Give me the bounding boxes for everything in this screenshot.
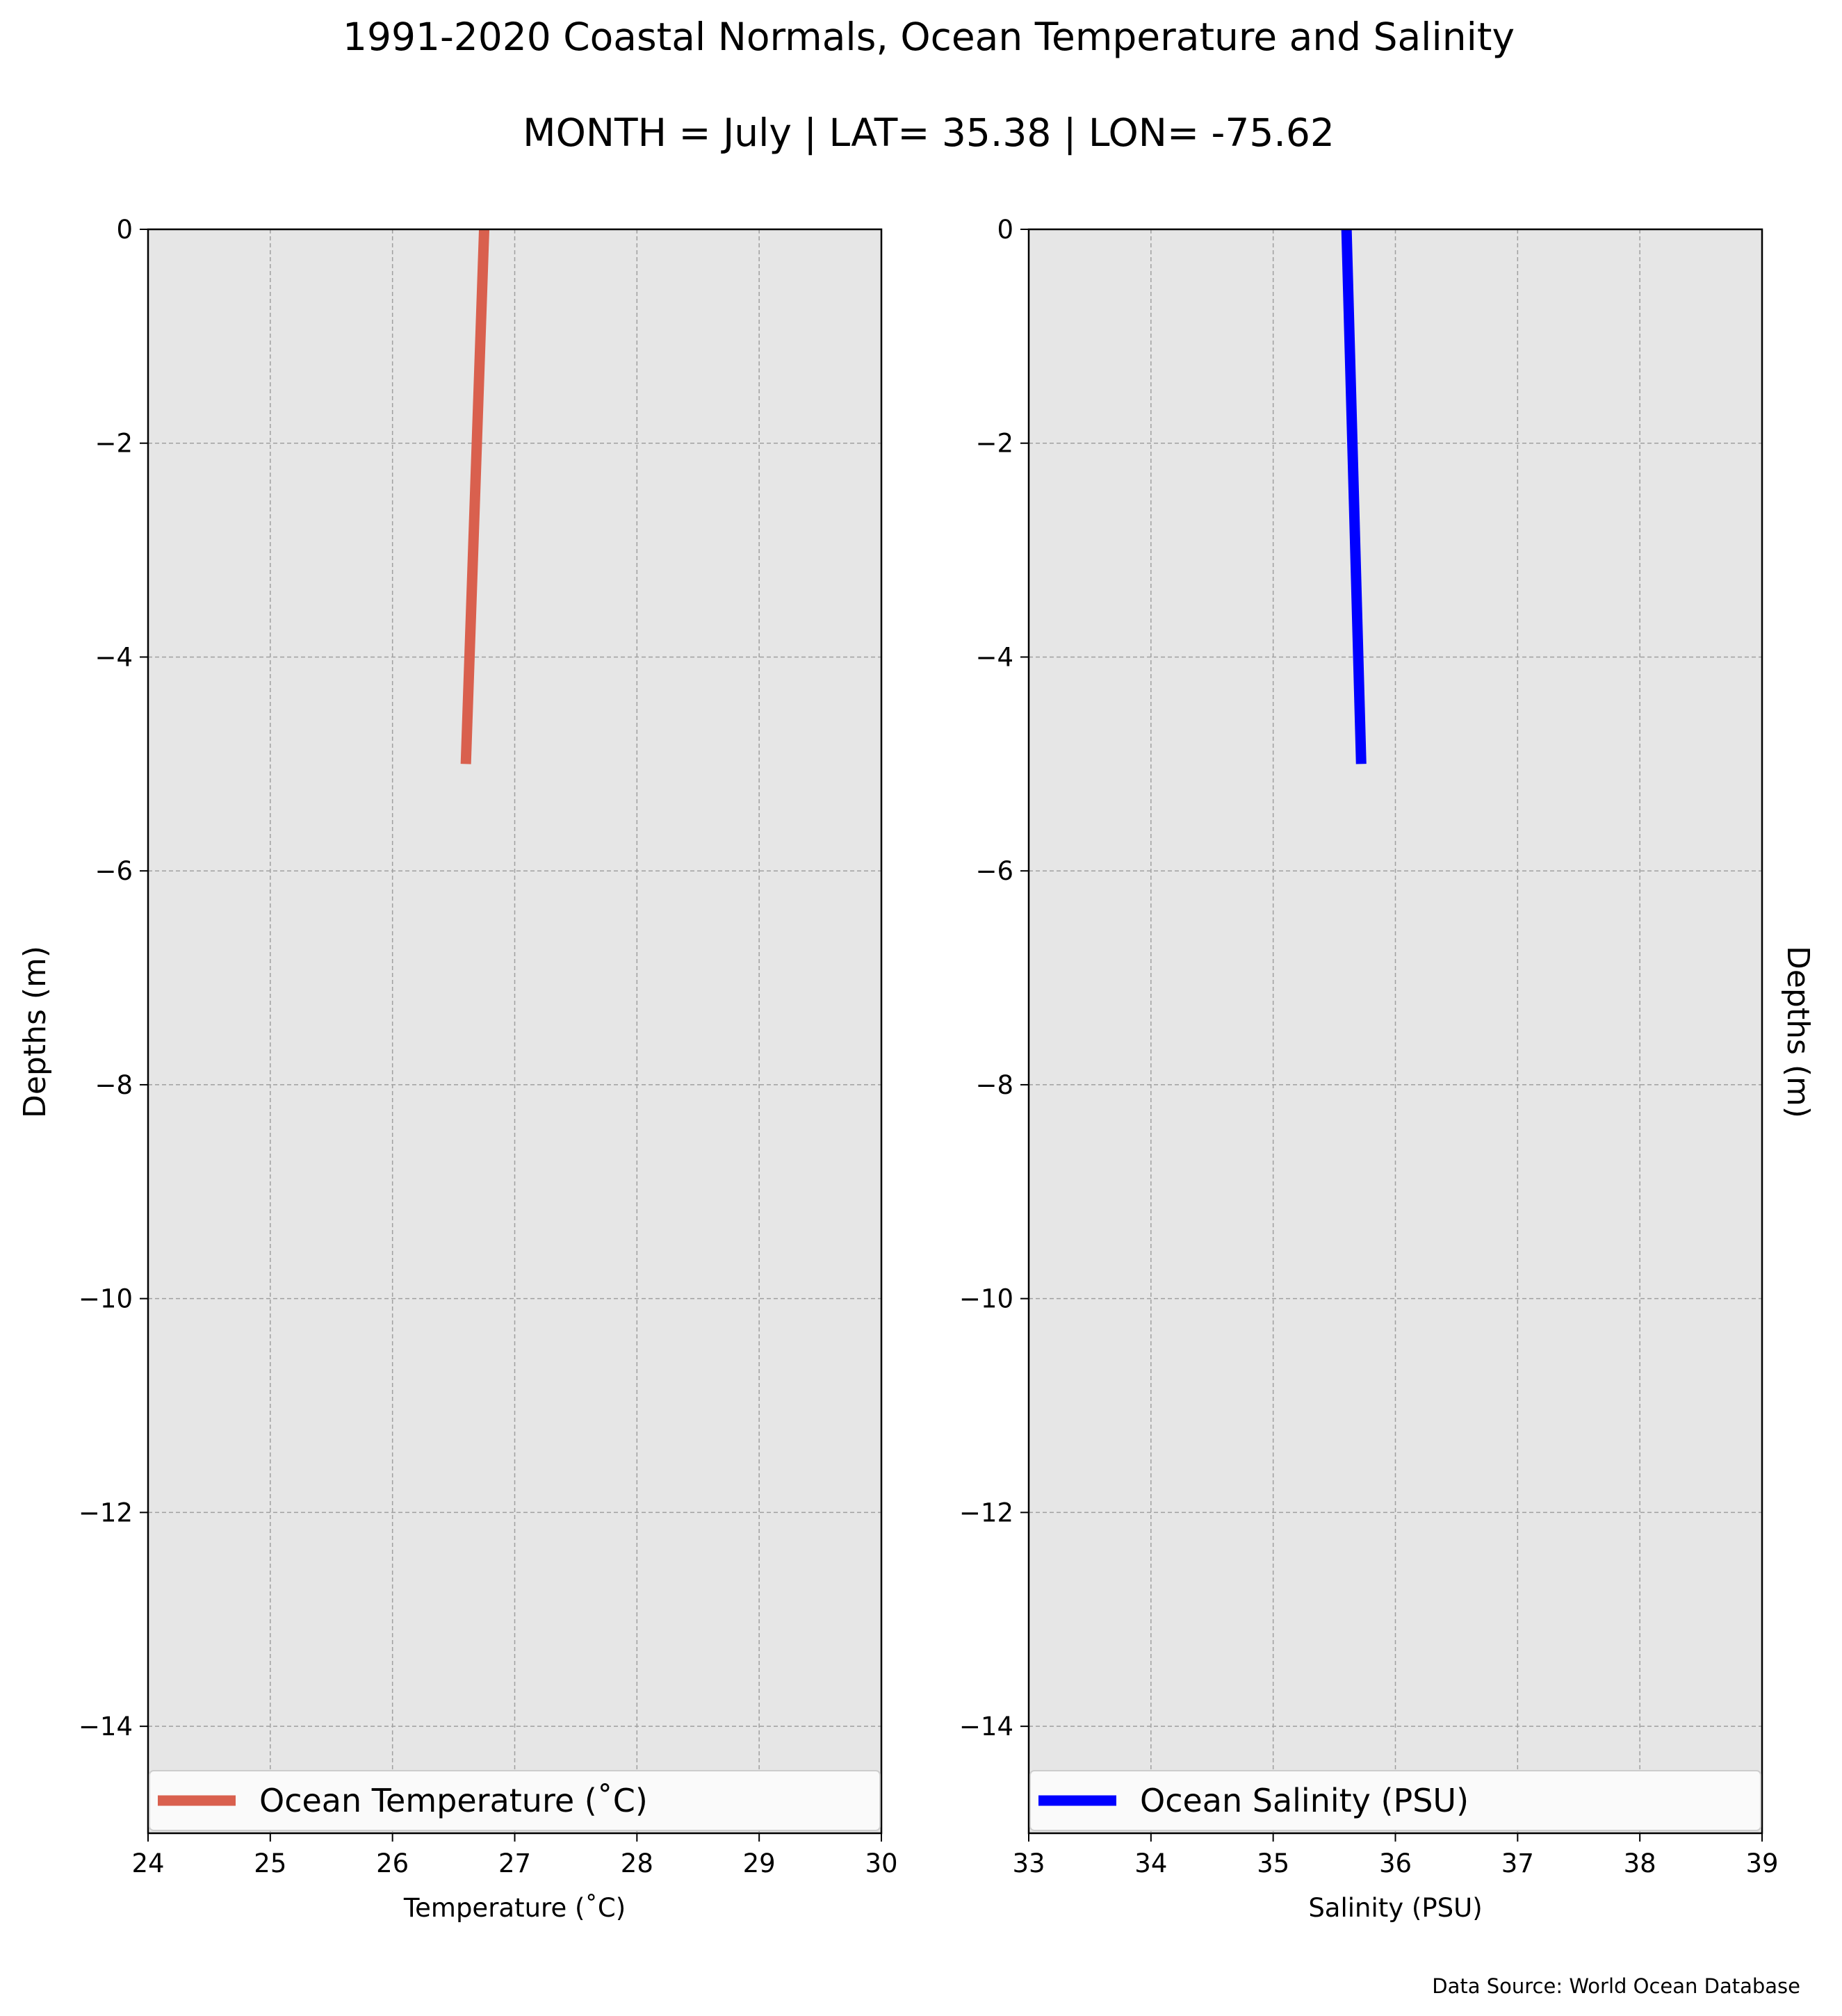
x-tick-label: 30 xyxy=(865,1849,897,1878)
legend-box xyxy=(1029,1770,1761,1831)
y-tick-label: −12 xyxy=(959,1498,1013,1527)
left-y-axis-label: Depths (m) xyxy=(17,946,53,1118)
x-tick-label: 29 xyxy=(743,1849,776,1878)
y-tick-label: −10 xyxy=(79,1284,133,1314)
y-tick-label: −8 xyxy=(975,1070,1013,1100)
x-tick-label: 25 xyxy=(254,1849,286,1878)
y-tick-label: −2 xyxy=(95,429,133,459)
chart-subtitle: MONTH = July | LAT= 35.38 | LON= -75.62 xyxy=(523,110,1335,156)
x-tick-label: 36 xyxy=(1379,1849,1412,1878)
y-tick-label: −12 xyxy=(79,1498,133,1527)
salinity-panel: 33 34 35 36 37 38 39 0 −2 −4 −6 −8 −10 −12 −14 Ocean Sa… xyxy=(959,215,1779,1923)
x-tick-label: 27 xyxy=(498,1849,531,1878)
series-line xyxy=(460,229,490,764)
data-source-note: Data Source: World Ocean Database xyxy=(1432,1974,1800,1998)
y-tick-label: −14 xyxy=(79,1712,133,1742)
x-tick-label: 28 xyxy=(621,1849,653,1878)
x-axis-label: Temperature (˚C) xyxy=(403,1893,626,1923)
x-tick-label: 24 xyxy=(131,1849,164,1878)
y-tick-label: 0 xyxy=(116,215,133,245)
y-tick-label: −6 xyxy=(95,856,133,886)
x-tick-label: 38 xyxy=(1624,1849,1656,1878)
y-tick-label: −2 xyxy=(975,429,1013,459)
x-tick-label: 34 xyxy=(1134,1849,1167,1878)
axes-frame xyxy=(147,228,883,1835)
y-tick-label: −4 xyxy=(95,642,133,672)
axes-frame xyxy=(1027,228,1763,1835)
right-y-axis-label: Depths (m) xyxy=(1780,946,1816,1118)
x-tick-label: 35 xyxy=(1257,1849,1289,1878)
chart-title: 1991-2020 Coastal Normals, Ocean Tempera… xyxy=(343,15,1515,59)
x-tick-label: 33 xyxy=(1012,1849,1045,1878)
x-axis-label: Salinity (PSU) xyxy=(1308,1893,1482,1923)
legend-label: Ocean Salinity (PSU) xyxy=(1140,1782,1469,1819)
x-tick-label: 37 xyxy=(1501,1849,1534,1878)
legend-label: Ocean Temperature (˚C) xyxy=(259,1782,648,1819)
x-tick-label: 39 xyxy=(1745,1849,1778,1878)
legend-box xyxy=(149,1770,881,1831)
y-tick-label: −8 xyxy=(95,1070,133,1100)
y-tick-label: −6 xyxy=(975,856,1013,886)
y-tick-label: −4 xyxy=(975,642,1013,672)
y-tick-label: −14 xyxy=(959,1712,1013,1742)
temperature-panel: 24 25 26 27 28 29 30 0 −2 −4 −6 −8 −10 −12 −14 Ocean Te… xyxy=(79,215,898,1923)
series-line xyxy=(1341,229,1367,764)
x-tick-label: 26 xyxy=(376,1849,409,1878)
y-tick-label: 0 xyxy=(997,215,1013,245)
y-tick-label: −10 xyxy=(959,1284,1013,1314)
